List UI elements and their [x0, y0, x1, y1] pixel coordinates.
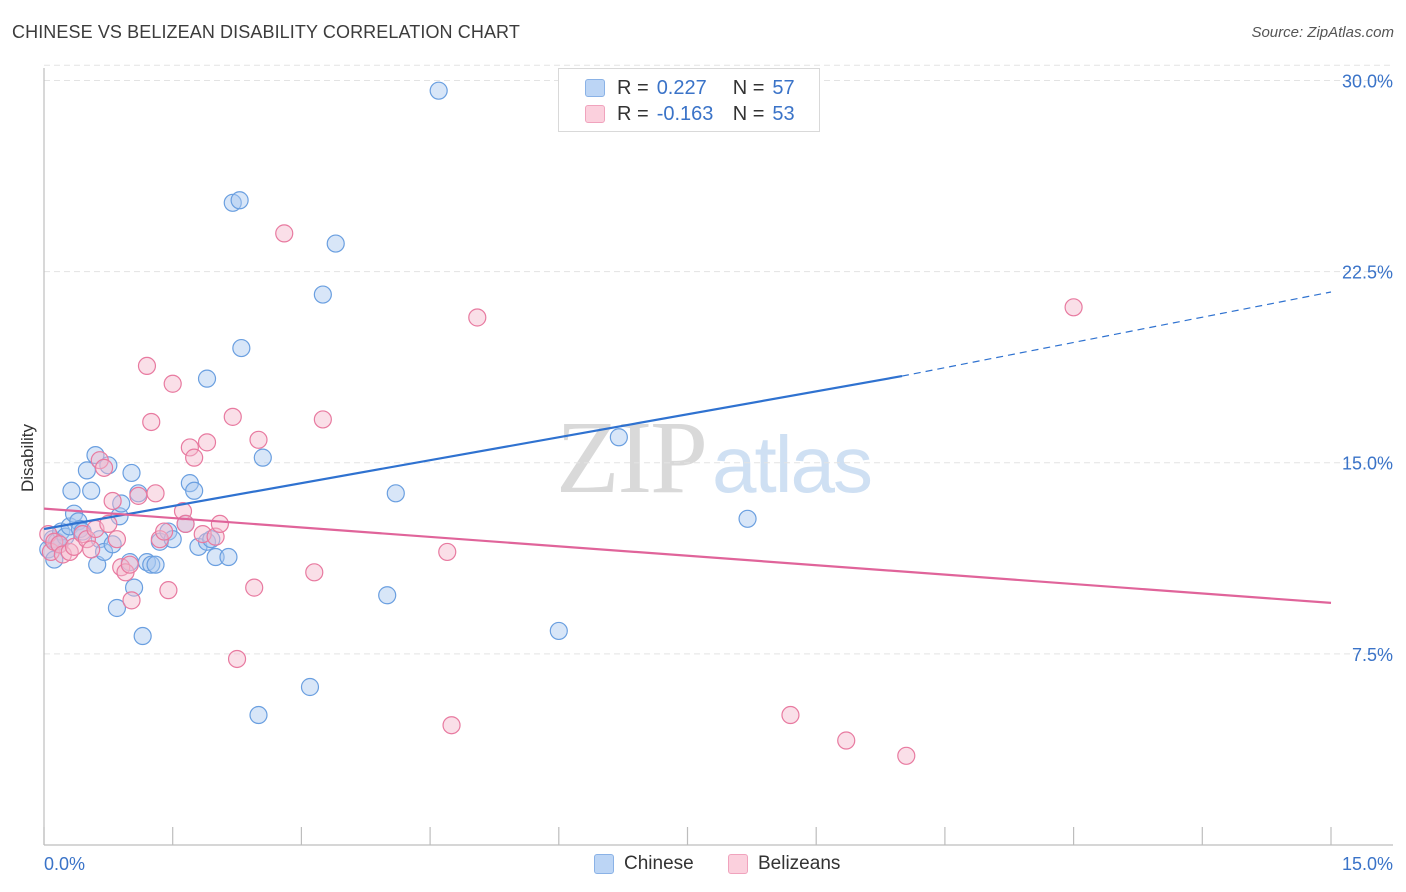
- y-tick-label: 15.0%: [1342, 454, 1393, 474]
- point-belizeans: [103, 491, 122, 511]
- legend-n-value: 57: [772, 76, 795, 99]
- point-chinese: [62, 481, 81, 500]
- point-belizeans: [50, 535, 69, 554]
- point-chinese: [738, 509, 757, 528]
- legend-row-chinese: R = 0.227 N = 57: [585, 77, 795, 99]
- trend-line-chinese-extrapolated: [901, 291, 1332, 377]
- y-axis-label: Disability: [18, 423, 37, 493]
- point-chinese: [107, 598, 127, 618]
- point-belizeans: [137, 356, 157, 376]
- y-tick-label: 30.0%: [1342, 71, 1393, 91]
- bottom-legend-label-chinese: Chinese: [624, 853, 694, 874]
- watermark-atlas: atlas: [712, 420, 873, 509]
- x-tick-label: 15.0%: [1342, 854, 1393, 874]
- point-chinese: [142, 555, 161, 574]
- point-belizeans: [129, 486, 148, 505]
- point-chinese: [378, 586, 397, 605]
- legend-n-label: N =: [732, 102, 765, 125]
- legend-r-label: R =: [617, 102, 649, 125]
- point-chinese: [253, 448, 272, 467]
- y-tick-label: 7.5%: [1352, 645, 1393, 665]
- point-chinese: [219, 547, 238, 567]
- bottom-legend-swatch-belizeans: [728, 854, 748, 874]
- point-belizeans: [275, 224, 294, 243]
- point-belizeans: [249, 430, 268, 449]
- point-chinese: [549, 621, 568, 641]
- bottom-legend-label-belizeans: Belizeans: [758, 853, 841, 874]
- source-label: Source: ZipAtlas.com: [1251, 24, 1394, 41]
- point-belizeans: [438, 542, 457, 562]
- point-chinese: [122, 463, 141, 483]
- bottom-legend-chinese: Chinese: [594, 852, 694, 876]
- x-tick-label: 0.0%: [44, 854, 85, 874]
- point-belizeans: [245, 578, 264, 597]
- watermark: ZIPatlas: [556, 398, 873, 517]
- legend-r-value: -0.163: [656, 102, 714, 125]
- point-chinese: [146, 555, 165, 574]
- point-chinese: [206, 547, 225, 567]
- point-chinese: [249, 705, 268, 725]
- point-chinese: [300, 677, 320, 697]
- bottom-legend-swatch-chinese: [594, 854, 614, 874]
- point-belizeans: [146, 484, 165, 503]
- bottom-legend-belizeans: Belizeans: [728, 852, 840, 876]
- point-belizeans: [210, 514, 229, 534]
- point-belizeans: [155, 522, 174, 541]
- legend-r-value: 0.227: [656, 76, 707, 99]
- point-chinese: [133, 626, 152, 646]
- point-chinese: [185, 481, 204, 500]
- point-chinese: [232, 338, 251, 358]
- trend-line-chinese: [43, 375, 903, 531]
- point-chinese: [326, 234, 345, 253]
- point-chinese: [386, 484, 405, 503]
- legend-swatch-belizeans: [585, 105, 605, 123]
- point-belizeans: [897, 746, 916, 765]
- legend-row-belizeans: R = -0.163 N = 53: [585, 103, 795, 125]
- point-chinese: [197, 369, 217, 388]
- point-belizeans: [837, 731, 856, 750]
- point-belizeans: [107, 530, 127, 549]
- point-belizeans: [227, 649, 247, 669]
- point-belizeans: [94, 458, 114, 477]
- point-chinese: [429, 81, 448, 100]
- point-chinese: [70, 519, 90, 539]
- point-belizeans: [45, 532, 64, 551]
- point-belizeans: [197, 433, 217, 452]
- point-belizeans: [82, 540, 101, 559]
- point-chinese: [82, 481, 101, 500]
- chart-title: CHINESE VS BELIZEAN DISABILITY CORRELATI…: [12, 22, 520, 42]
- point-belizeans: [468, 308, 487, 327]
- point-chinese: [230, 191, 249, 210]
- point-belizeans: [185, 448, 204, 467]
- legend-r-label: R =: [617, 76, 649, 99]
- point-chinese: [313, 285, 332, 304]
- point-belizeans: [163, 374, 182, 393]
- watermark-zip: ZIP: [556, 400, 708, 515]
- correlation-legend: R = 0.227 N = 57 R = -0.163 N = 53: [558, 68, 820, 132]
- point-belizeans: [180, 438, 199, 457]
- point-belizeans: [1064, 298, 1083, 317]
- point-chinese: [609, 428, 628, 447]
- y-tick-label: 22.5%: [1342, 263, 1393, 283]
- point-belizeans: [159, 581, 178, 600]
- point-belizeans: [99, 514, 118, 534]
- point-belizeans: [305, 563, 324, 582]
- point-belizeans: [122, 591, 141, 610]
- point-belizeans: [120, 555, 139, 574]
- legend-swatch-chinese: [585, 79, 605, 97]
- point-belizeans: [781, 705, 800, 725]
- point-belizeans: [313, 410, 332, 429]
- legend-n-label: N =: [732, 76, 765, 99]
- point-belizeans: [223, 407, 242, 426]
- trend-line-belizeans: [43, 507, 1332, 605]
- point-belizeans: [142, 412, 161, 432]
- legend-n-value: 53: [772, 102, 795, 125]
- point-belizeans: [442, 716, 461, 735]
